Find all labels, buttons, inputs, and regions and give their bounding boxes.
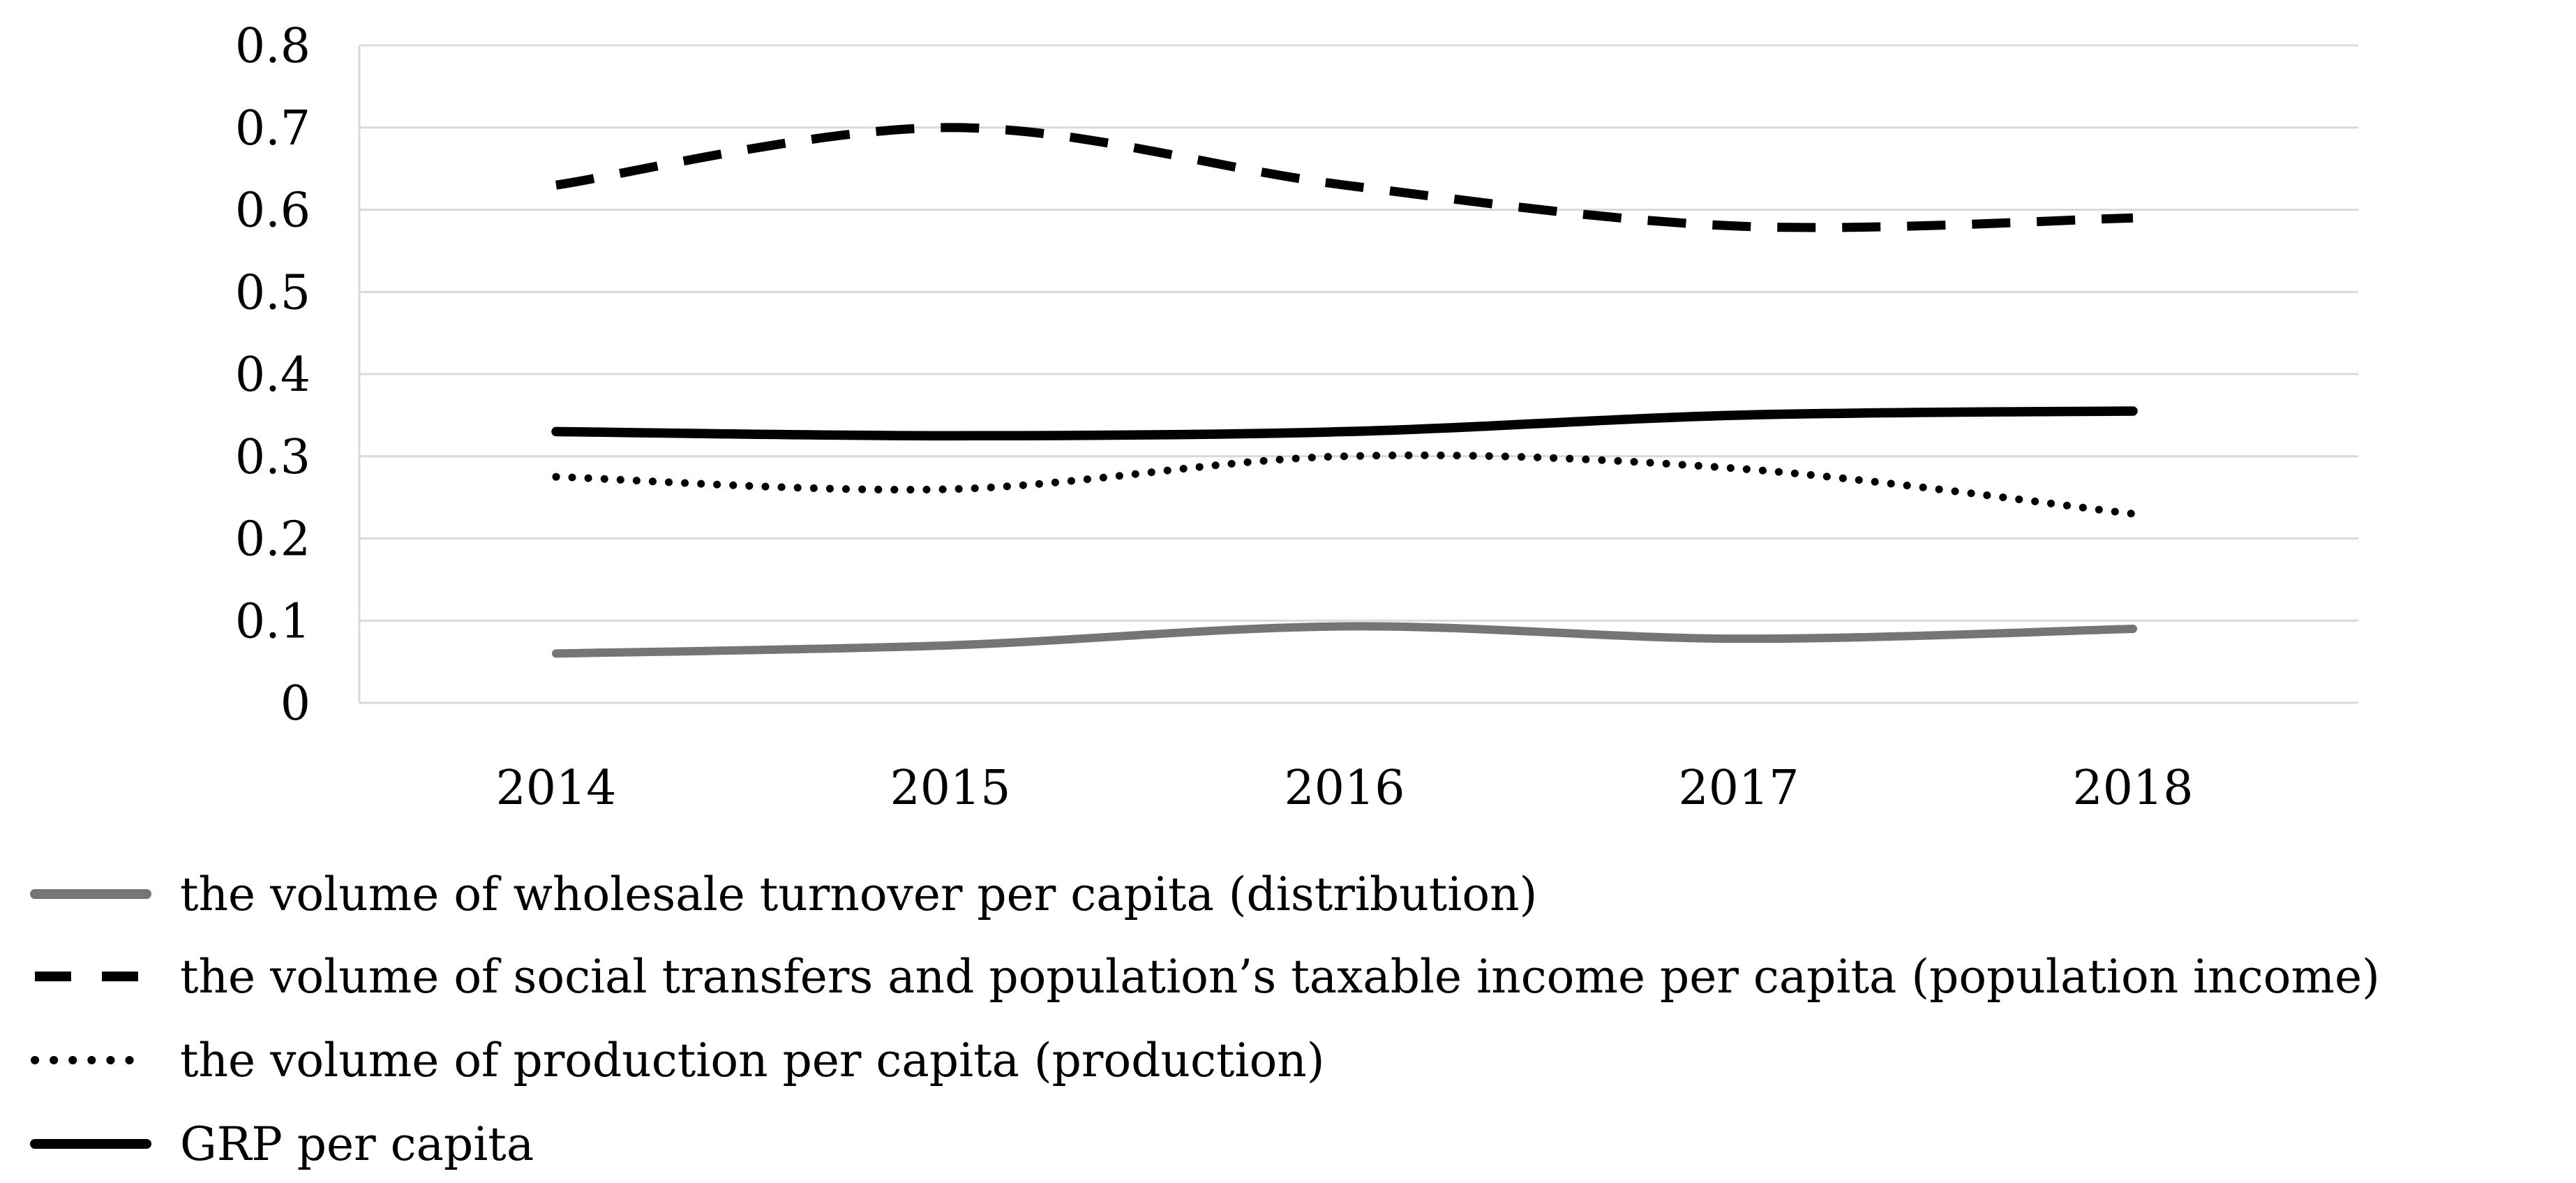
legend-label: the volume of wholesale turnover per cap…	[180, 868, 1537, 921]
y-axis-labels-group: 0 0.1 0.2 0.3 0.4 0.5 0.6 0.7 0.8	[235, 19, 310, 731]
legend-label: GRP per capita	[180, 1117, 534, 1171]
legend-item: the volume of production per capita (pro…	[31, 1034, 1325, 1087]
y-tick-label: 0.6	[235, 184, 310, 239]
legend-item: the volume of social transfers and popul…	[35, 950, 2380, 1004]
y-tick-label: 0.1	[235, 594, 310, 649]
y-tick-label: 0	[280, 676, 310, 731]
legend-item: GRP per capita	[30, 1117, 534, 1171]
legend-item: the volume of wholesale turnover per cap…	[30, 868, 1537, 921]
legend-label: the volume of social transfers and popul…	[180, 950, 2380, 1004]
y-tick-label: 0.4	[235, 348, 310, 403]
x-axis-labels-group: 2014 2015 2016 2017 2018	[495, 761, 2193, 816]
x-tick-label-2017: 2017	[1678, 761, 1799, 816]
legend-group: the volume of wholesale turnover per cap…	[30, 868, 2380, 1171]
x-tick-label-2016: 2016	[1284, 761, 1405, 816]
x-tick-label-2018: 2018	[2072, 761, 2193, 816]
x-tick-label-2014: 2014	[495, 761, 616, 816]
y-tick-label: 0.2	[235, 512, 310, 567]
y-tick-label: 0.5	[235, 265, 310, 320]
y-tick-label: 0.8	[235, 19, 310, 74]
series-line-distribution	[552, 622, 2137, 658]
y-tick-label: 0.3	[235, 430, 310, 485]
gridlines-group	[359, 44, 2358, 704]
series-line-population-income	[555, 123, 2134, 232]
series-line-grp	[551, 406, 2138, 441]
x-tick-label-2015: 2015	[890, 761, 1010, 816]
y-tick-label: 0.7	[235, 101, 310, 156]
data-series-group	[551, 123, 2138, 658]
legend-label: the volume of production per capita (pro…	[180, 1034, 1325, 1087]
series-line-production	[552, 451, 2137, 518]
